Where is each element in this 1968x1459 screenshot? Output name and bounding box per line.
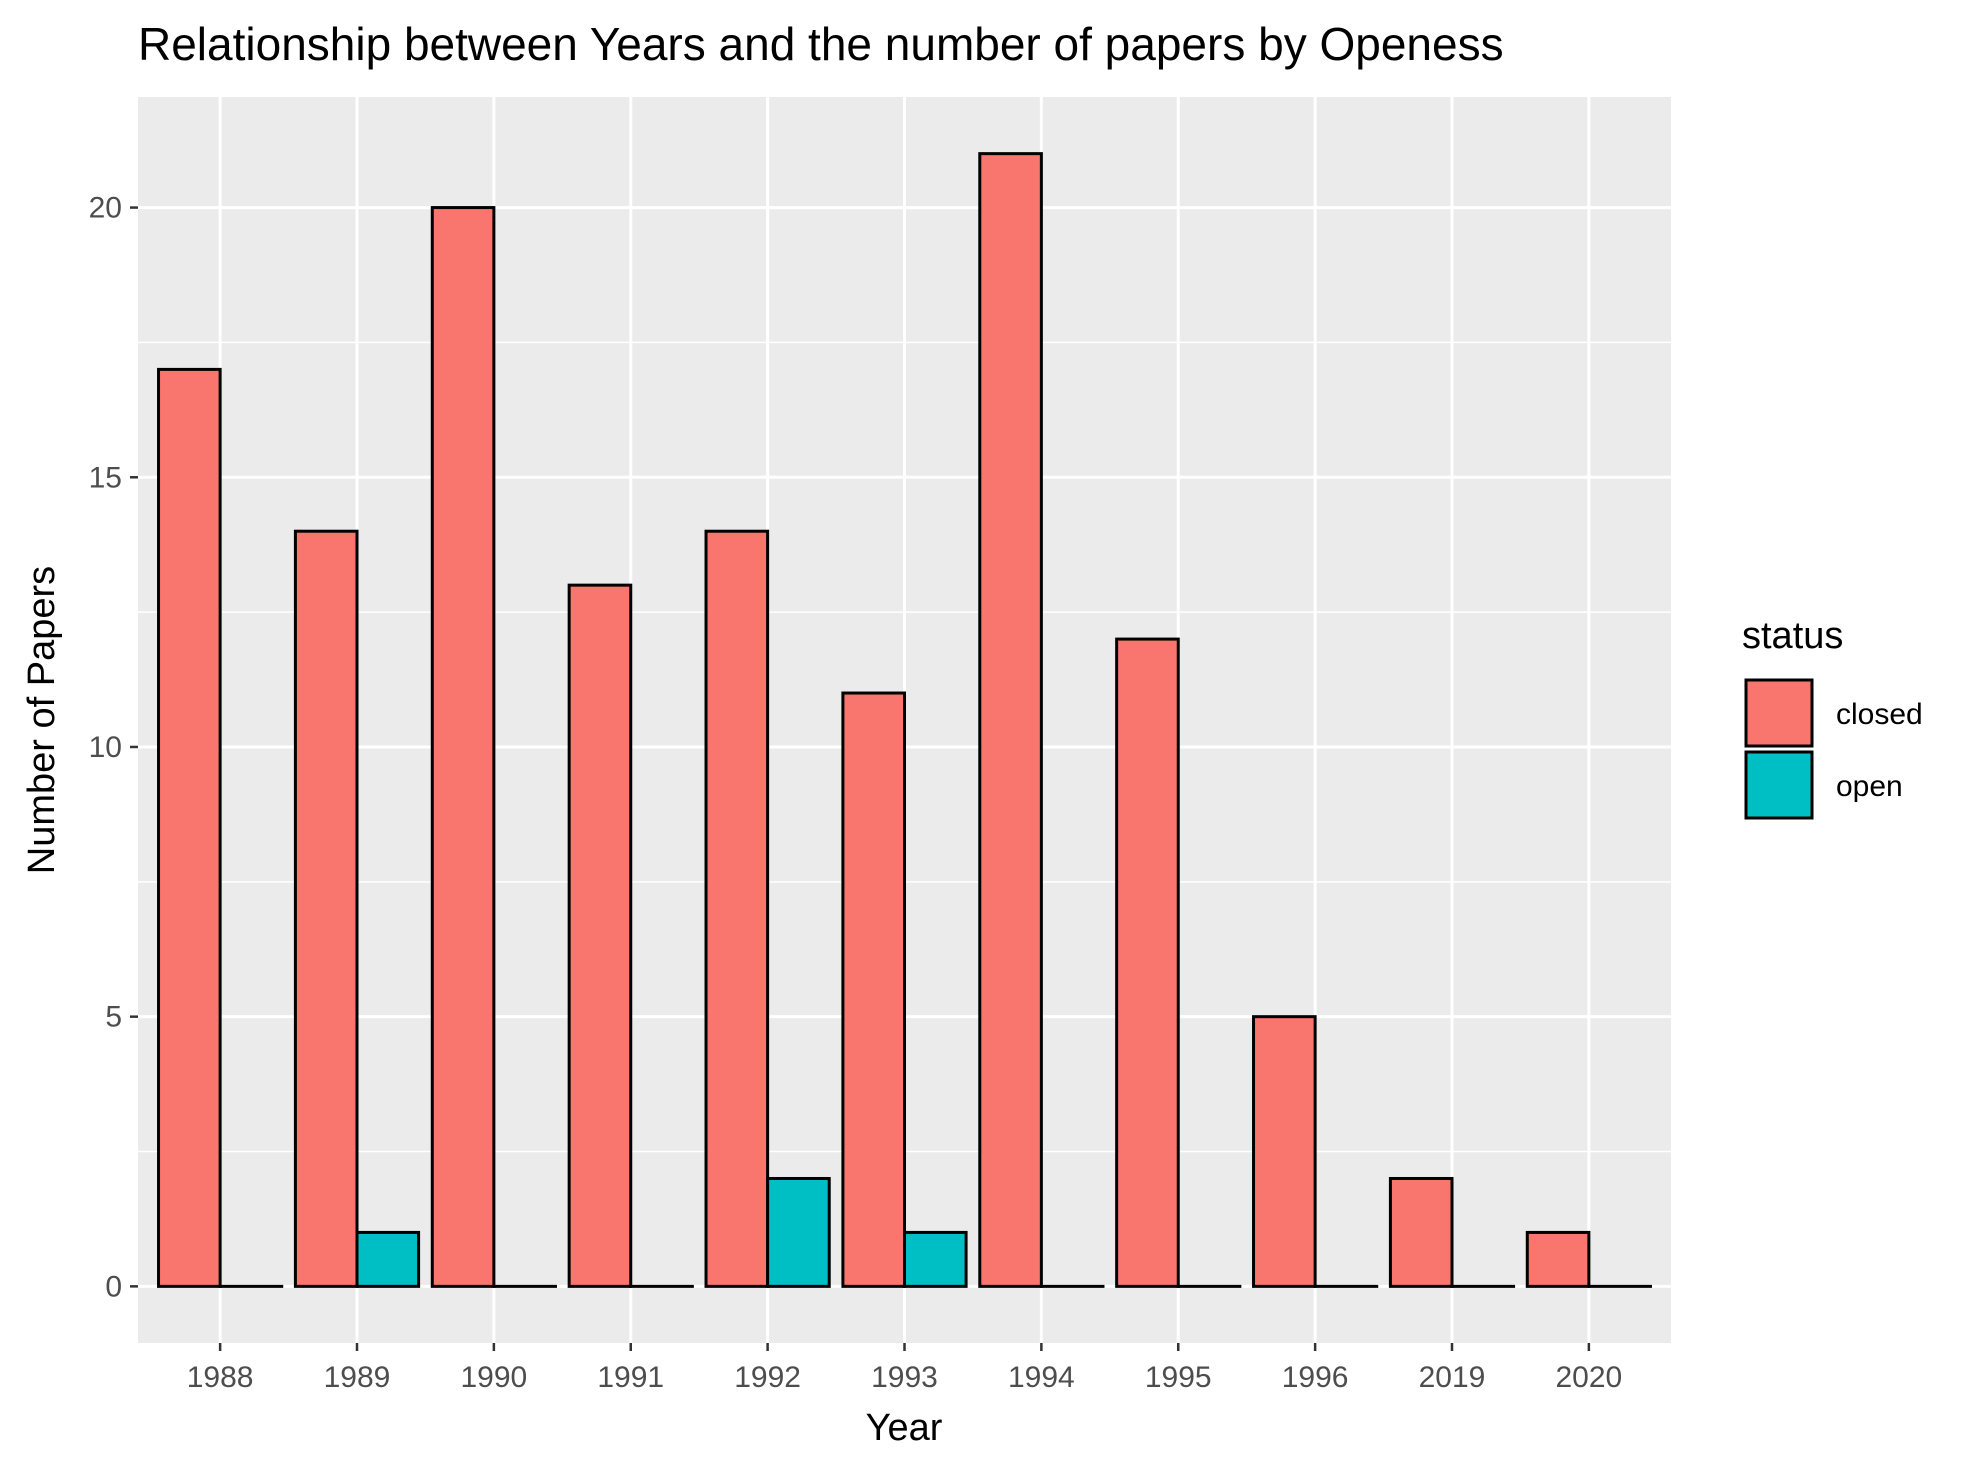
y-tick-label: 20: [89, 192, 122, 225]
bar-closed: [704, 529, 770, 1288]
bar-closed: [157, 367, 222, 1288]
legend-title: status: [1742, 615, 1843, 657]
x-tick-label: 1992: [734, 1361, 801, 1394]
x-tick-label: 1996: [1282, 1361, 1349, 1394]
y-tick-label: 0: [105, 1270, 122, 1303]
x-axis-title: Year: [866, 1407, 943, 1449]
bar-closed: [293, 529, 359, 1288]
bar-open: [355, 1230, 421, 1288]
bar-closed: [841, 691, 906, 1288]
y-tick-label: 5: [105, 1001, 122, 1034]
bar-closed: [1115, 637, 1180, 1288]
legend-key-open: [1744, 750, 1814, 820]
bar-open: [766, 1176, 831, 1288]
x-tick-label: 1993: [871, 1361, 938, 1394]
x-tick-label: 1990: [461, 1361, 528, 1394]
legend-key-closed: [1744, 678, 1814, 748]
bar-closed: [567, 583, 633, 1288]
x-tick-label: 1989: [324, 1361, 391, 1394]
bars: [157, 152, 1652, 1288]
legend-label-closed: closed: [1836, 698, 1923, 731]
y-axis-title: Number of Papers: [21, 566, 63, 874]
bar-closed: [1388, 1176, 1454, 1288]
legend-label-open: open: [1836, 770, 1903, 803]
x-tick-label: 1995: [1145, 1361, 1212, 1394]
x-axis: 1988 1989 1990 1991 1992 1993 1994 1995 1996 2019…: [187, 1343, 1623, 1394]
x-tick-label: 2020: [1556, 1361, 1623, 1394]
chart-title: Relationship between Years and the numbe…: [138, 18, 1504, 70]
x-tick-label: 2019: [1419, 1361, 1486, 1394]
x-tick-label: 1988: [187, 1361, 254, 1394]
bar-closed: [1525, 1230, 1591, 1288]
bar-open: [903, 1230, 968, 1288]
y-tick-label: 10: [89, 731, 122, 764]
bar-closed: [978, 152, 1043, 1288]
bar-closed: [1252, 1015, 1317, 1288]
y-tick-label: 15: [89, 461, 122, 494]
y-axis: 0 5 10 15 20: [89, 192, 138, 1303]
x-tick-label: 1994: [1008, 1361, 1075, 1394]
legend: status closed open: [1742, 615, 1923, 820]
bar-closed: [430, 206, 496, 1288]
x-tick-label: 1991: [597, 1361, 664, 1394]
